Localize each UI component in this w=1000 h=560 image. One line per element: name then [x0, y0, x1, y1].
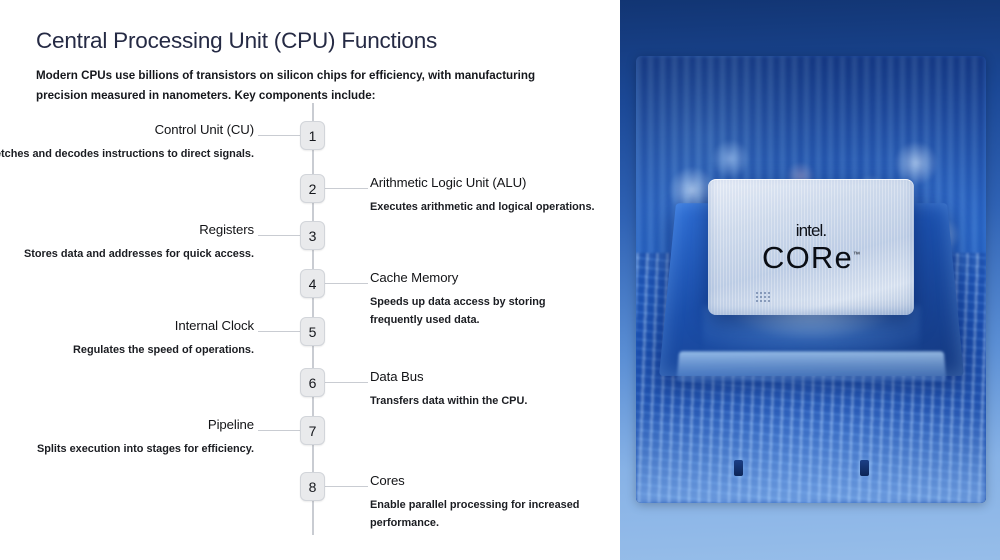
- timeline-item-text: Cores Enable parallel processing for inc…: [370, 472, 598, 533]
- timeline-item-text: Control Unit (CU) Fetches and decodes in…: [0, 121, 254, 164]
- timeline-item-description: Stores data and addresses for quick acce…: [23, 247, 254, 260]
- timeline-item-label: Cores: [370, 473, 405, 488]
- connector-line: [324, 282, 368, 284]
- timeline-item-text: Internal Clock Regulates the speed of op…: [0, 317, 254, 360]
- image-panel: intel. CORe™: [620, 0, 1000, 560]
- connector-line: [324, 485, 368, 487]
- cpu-chip: intel. CORe™: [707, 178, 915, 316]
- timeline-item-label: Pipeline: [207, 417, 254, 432]
- content-pane: Central Processing Unit (CPU) Functions …: [0, 28, 598, 535]
- step-number-badge[interactable]: 1: [300, 121, 325, 150]
- timeline-item-text: Cache Memory Speeds up data access by st…: [370, 269, 598, 330]
- timeline-item-label: Control Unit (CU): [154, 122, 255, 137]
- intel-period: .: [822, 220, 827, 240]
- step-number-badge[interactable]: 8: [300, 472, 325, 501]
- connector-line: [324, 187, 368, 189]
- timeline-item-description: Splits execution into stages for efficie…: [36, 442, 254, 455]
- photo-glow-layer: [636, 404, 986, 503]
- timeline-item-label: Registers: [199, 222, 254, 237]
- timeline-item-text: Data Bus Transfers data within the CPU.: [370, 368, 598, 411]
- timeline-item-text: Arithmetic Logic Unit (ALU) Executes ari…: [370, 174, 598, 217]
- page-title: Central Processing Unit (CPU) Functions: [36, 28, 438, 53]
- socket-lever-right: [860, 460, 869, 477]
- connector-line: [258, 429, 302, 431]
- step-number-badge[interactable]: 2: [300, 174, 325, 203]
- socket-lever-left: [734, 460, 743, 477]
- timeline-item-label: Cache Memory: [370, 270, 459, 285]
- chip-pin-dots: [755, 290, 772, 303]
- timeline-item-description: Enable parallel processing for increased…: [370, 498, 580, 529]
- connector-line: [258, 134, 302, 136]
- intel-wordmark: intel: [795, 220, 824, 240]
- trademark-mark: ™: [852, 251, 860, 259]
- step-number-badge[interactable]: 5: [300, 317, 325, 346]
- step-number-badge[interactable]: 6: [300, 368, 325, 397]
- core-wordmark: CORe: [762, 239, 853, 275]
- timeline-item-text: Pipeline Splits execution into stages fo…: [0, 416, 254, 459]
- cpu-photo: intel. CORe™: [636, 56, 986, 503]
- timeline-item-description: Transfers data within the CPU.: [370, 394, 528, 407]
- socket-edge: [676, 350, 946, 382]
- connector-line: [258, 234, 302, 236]
- intel-logo-text: intel.: [796, 222, 827, 239]
- timeline-item-label: Internal Clock: [174, 318, 254, 333]
- timeline-item-label: Data Bus: [370, 369, 424, 384]
- timeline-item-description: Executes arithmetic and logical operatio…: [370, 200, 595, 213]
- timeline-item-label: Arithmetic Logic Unit (ALU): [370, 175, 527, 190]
- timeline-item-description: Speeds up data access by storing frequen…: [370, 295, 546, 326]
- connector-line: [258, 330, 302, 332]
- step-number-badge[interactable]: 4: [300, 269, 325, 298]
- step-number-badge[interactable]: 3: [300, 221, 325, 250]
- timeline-item-description: Fetches and decodes instructions to dire…: [0, 147, 254, 160]
- intro-paragraph: Modern CPUs use billions of transistors …: [36, 69, 536, 103]
- timeline: 1 Control Unit (CU) Fetches and decodes …: [0, 103, 598, 535]
- timeline-item-text: Registers Stores data and addresses for …: [0, 221, 254, 264]
- connector-line: [324, 381, 368, 383]
- timeline-item-description: Regulates the speed of operations.: [73, 343, 254, 356]
- core-logo-text: CORe™: [762, 242, 860, 273]
- step-number-badge[interactable]: 7: [300, 416, 325, 445]
